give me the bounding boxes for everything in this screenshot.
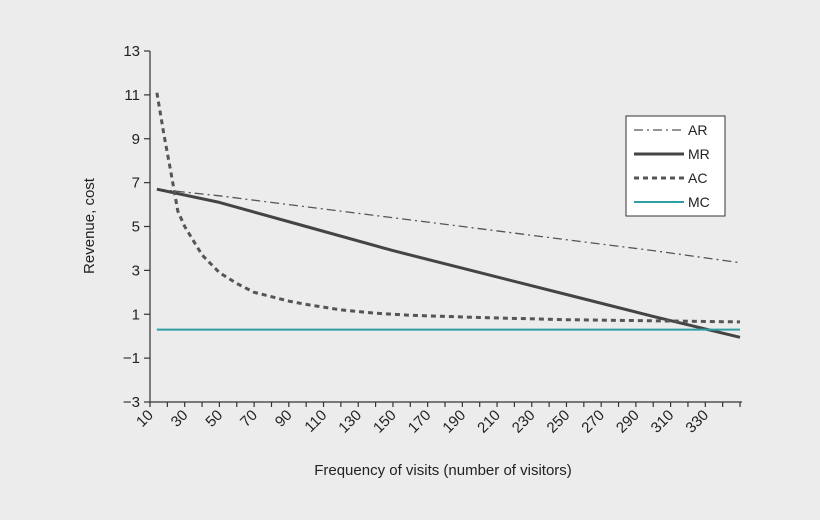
x-tick-label: 130 [335, 407, 365, 437]
x-tick-label: 110 [301, 407, 330, 436]
x-tick-label: 190 [439, 407, 469, 437]
y-tick-label: 11 [124, 87, 140, 104]
x-tick-label: 290 [613, 407, 643, 437]
x-tick-label: 90 [272, 407, 296, 431]
y-axis-title: Revenue, cost [81, 177, 98, 274]
series-line-ar [156, 188, 741, 264]
x-tick-label: 270 [578, 407, 608, 437]
x-tick-label: 330 [682, 407, 712, 437]
y-tick-label: 1 [132, 306, 140, 323]
series-line-ac [155, 92, 741, 324]
y-tick-label: 5 [132, 219, 140, 236]
x-axis-title: Frequency of visits (number of visitors) [314, 462, 572, 479]
y-tick-label: 7 [132, 175, 140, 192]
x-tick-label: 150 [370, 407, 400, 437]
x-tick-label: 50 [202, 407, 226, 431]
legend-label-mc: MC [688, 194, 710, 210]
x-tick-label: 250 [544, 407, 574, 437]
series-line-mr [156, 187, 741, 339]
x-tick-label: 230 [509, 407, 539, 437]
legend-label-mr: MR [688, 146, 710, 162]
series-lines [155, 92, 741, 339]
x-tick-label: 210 [474, 407, 504, 437]
legend-label-ac: AC [688, 170, 707, 186]
legend-label-ar: AR [688, 122, 707, 138]
legend-box [625, 115, 726, 217]
x-tick-label: 170 [405, 407, 435, 437]
x-tick-label: 30 [168, 407, 192, 431]
x-tick-label: 70 [237, 407, 261, 431]
legend: AR MR AC MC [625, 115, 726, 217]
y-tick-label: 13 [123, 43, 140, 60]
y-tick-label: −3 [123, 394, 140, 411]
y-tick-label: −1 [123, 350, 140, 367]
x-tick-label: 310 [648, 407, 678, 437]
y-tick-label: 9 [132, 131, 140, 148]
y-tick-label: 3 [132, 262, 140, 279]
